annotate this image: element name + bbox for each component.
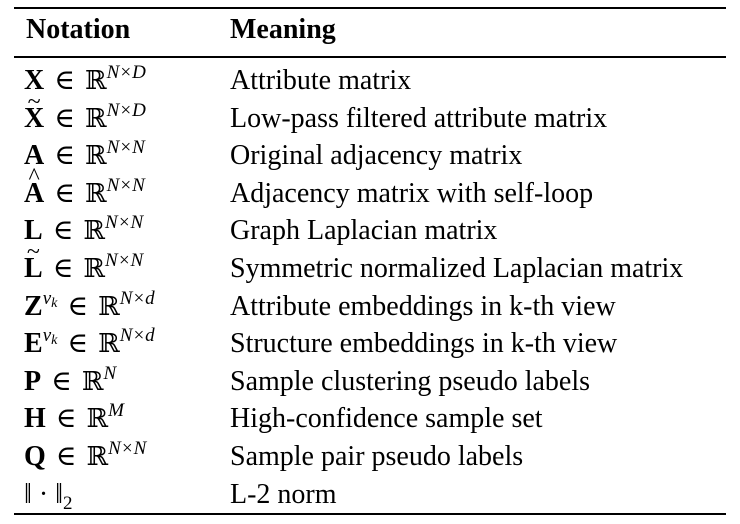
table-row: ~ L ∈ ℝN×N Symmetric normalized Laplacian… [0, 238, 740, 288]
notation-cell: Zvk ∈ ℝN×d [24, 287, 155, 322]
notation-cell: A ∈ ℝN×N [24, 137, 145, 172]
meaning-cell: Graph Laplacian matrix [230, 215, 498, 247]
meaning-cell: Adjacency matrix with self-loop [230, 177, 594, 209]
table-row: Q ∈ ℝN×N Sample pair pseudo labels [0, 438, 740, 476]
meaning-cell: Original adjacency matrix [230, 140, 523, 172]
notation-cell: Evk ∈ ℝN×d [24, 325, 155, 360]
table-row: Evk ∈ ℝN×d Structure embeddings in k-th … [0, 325, 740, 363]
table-row: Zvk ∈ ℝN×d Attribute embeddings in k-th … [0, 288, 740, 326]
table-row: H ∈ ℝM High-confidence sample set [0, 400, 740, 438]
notation-cell: X ∈ ℝN×D [24, 62, 146, 96]
table-bottom-rule [14, 513, 726, 515]
meaning-cell: Structure embeddings in k-th view [230, 328, 618, 360]
notation-cell: Q ∈ ℝN×N [24, 437, 147, 472]
notation-cell: ~ X ∈ ℝN×D [24, 88, 146, 134]
meaning-cell: Attribute matrix [230, 65, 412, 96]
table-row: L ∈ ℝN×N Graph Laplacian matrix [0, 212, 740, 250]
notation-cell: H ∈ ℝM [24, 400, 124, 435]
table-row: ‖ · ‖2 L-2 norm [0, 476, 740, 514]
meaning-cell: L-2 norm [230, 478, 337, 510]
column-header-notation: Notation [26, 14, 131, 45]
meaning-cell: Symmetric normalized Laplacian matrix [230, 252, 684, 284]
table-row: ^ A ∈ ℝN×N Adjacency matrix with self-loo… [0, 163, 740, 213]
notation-cell: ~ L ∈ ℝN×N [24, 238, 144, 284]
notation-cell: ^ A ∈ ℝN×N [24, 163, 145, 209]
notation-table-body: X ∈ ℝN×D Attribute matrix ~ X ∈ ℝN×D Low-… [0, 62, 740, 514]
table-row: P ∈ ℝN Sample clustering pseudo labels [0, 363, 740, 401]
meaning-cell: Sample pair pseudo labels [230, 440, 524, 472]
table-row: ~ X ∈ ℝN×D Low-pass filtered attribute ma… [0, 88, 740, 138]
meaning-cell: Attribute embeddings in k-th view [230, 290, 616, 322]
meaning-cell: Low-pass filtered attribute matrix [230, 102, 608, 134]
table-row: X ∈ ℝN×D Attribute matrix [0, 62, 740, 100]
column-header-meaning: Meaning [230, 14, 336, 45]
notation-cell: L ∈ ℝN×N [24, 212, 144, 247]
table-header-rule [14, 56, 726, 58]
notation-cell: ‖ · ‖2 [24, 478, 73, 514]
table-row: A ∈ ℝN×N Original adjacency matrix [0, 137, 740, 175]
table-top-rule [14, 7, 726, 9]
meaning-cell: Sample clustering pseudo labels [230, 365, 591, 397]
meaning-cell: High-confidence sample set [230, 403, 543, 435]
notation-cell: P ∈ ℝN [24, 362, 117, 397]
